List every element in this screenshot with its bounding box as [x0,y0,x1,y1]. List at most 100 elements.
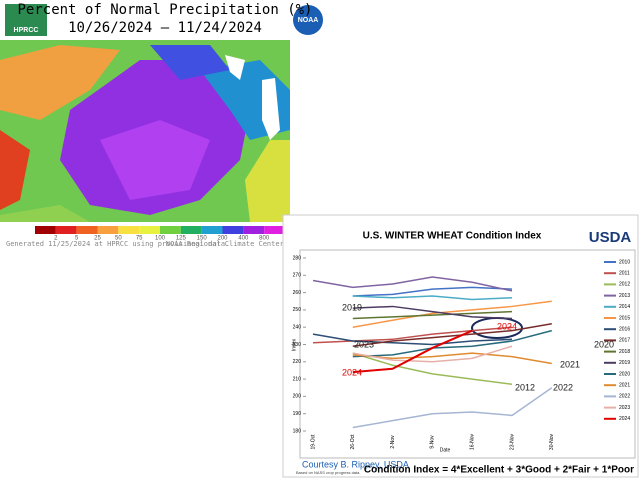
annotation: 2024 [497,321,517,331]
series-line [352,310,513,320]
map-region [0,130,30,210]
colorbar-swatch [55,226,77,234]
series-line [352,295,513,301]
annotation: 2023 [354,339,374,349]
annotation: 2020 [594,339,614,349]
map-region [100,120,210,200]
usda-logo: USDA [589,229,632,246]
x-tick-label: 30-Nov [549,433,555,450]
y-tick-label: 250 [293,307,302,313]
colorbar-swatch [180,226,202,234]
y-tick-label: 200 [293,394,302,400]
series-line [352,352,552,365]
legend-label: 2014 [619,304,630,310]
series-line [352,329,552,358]
x-tick-label: 23-Nov [509,433,515,450]
chart-title: U.S. WINTER WHEAT Condition Index [363,231,542,242]
map-header [0,0,290,40]
legend-label: 2020 [619,371,630,377]
colorbar-label: 50 [115,236,122,242]
annotation: 2022 [553,382,573,392]
legend-label: 2012 [619,282,630,288]
y-tick-label: 220 [293,359,302,365]
series-line [312,326,513,344]
lake [262,78,280,140]
legend-label: 2013 [619,293,630,299]
map: HPRCC NOAA Percent of Normal Precipitati… [0,0,323,248]
legend-label: 2023 [619,405,630,411]
plot-frame [299,249,636,459]
annotation: 2012 [515,382,535,392]
noaa-logo-text: NOAA [298,17,319,24]
colorbar-label: 25 [94,236,101,242]
colorbar-swatch [118,226,140,234]
map-region [245,140,290,222]
colorbar-label: 150 [197,236,208,242]
colorbar-swatch [76,226,98,234]
series-line [352,329,473,374]
credit: Courtesy B. Rippey, USDA [302,459,409,469]
legend-label: 2021 [619,383,630,389]
x-tick-label: 26-Oct [350,434,356,450]
note: Based on NASS crop progress data. [296,470,360,475]
map-footer: Generated 11/25/2024 at HPRCC using prov… [6,240,229,248]
series-line [352,323,552,347]
colorbar-swatch [264,226,285,234]
legend-label: 2011 [619,271,630,277]
colorbar-label: 75 [136,236,143,242]
colorbar-swatch [243,226,265,234]
colorbar-label: 5 [75,236,79,242]
series-line [312,333,513,346]
colorbar-swatch [139,226,160,234]
legend-label: 2019 [619,360,630,366]
legend-label: 2022 [619,394,630,400]
formula: Condition Index = 4*Excellent + 3*Good +… [364,465,634,476]
annotation: 2021 [560,359,580,369]
y-tick-label: 180 [293,428,302,434]
series-line [312,276,513,292]
y-tick-label: 270 [293,273,302,279]
series-line [352,352,513,386]
colorbar-swatch [222,226,244,234]
x-tick-label: 16-Nov [470,433,476,450]
colorbar-label: 800 [259,236,270,242]
map-region [0,205,90,222]
colorbar-label: 200 [217,236,228,242]
series-line [352,305,513,320]
legend-label: 2018 [619,349,630,355]
legend-label: 2015 [619,315,630,321]
map-region [0,45,120,120]
legend-label: 2016 [619,327,630,333]
series-line [352,387,553,429]
map-title: Percent of Normal Precipitation (%) [17,2,312,18]
y-tick-label: 230 [293,342,302,348]
lake [225,55,245,80]
annotation: 2019 [342,302,362,312]
x-tick-label: 19-Oct [310,434,316,450]
series-line [352,286,513,297]
colorbar-label: 400 [238,236,249,242]
colorbar-swatch [97,226,119,234]
map-region [150,45,230,80]
hprcc-logo [5,4,47,36]
colorbar-label: 100 [155,236,166,242]
y-tick-label: 190 [293,411,302,417]
map-dates: 10/26/2024 – 11/24/2024 [68,20,262,36]
legend-label: 2024 [619,416,630,422]
colorbar-label: 2 [54,236,58,242]
noaa-logo [293,5,323,35]
legend-label: 2017 [619,338,630,344]
legend-label: 2010 [619,259,630,265]
colorbar: 2 5 25 50 75 100 125 150 200 400 800 [35,226,285,242]
series-line [352,345,513,363]
colorbar-swatch [201,226,223,234]
map-footer: NOAA Regional Climate Centers [166,240,288,248]
colorbar-swatch [35,226,56,234]
y-axis-label: Index [291,338,297,351]
x-axis-label: Date [440,447,451,453]
y-tick-label: 280 [293,255,302,261]
colorbar-label: 125 [176,236,187,242]
y-tick-label: 240 [293,325,302,331]
